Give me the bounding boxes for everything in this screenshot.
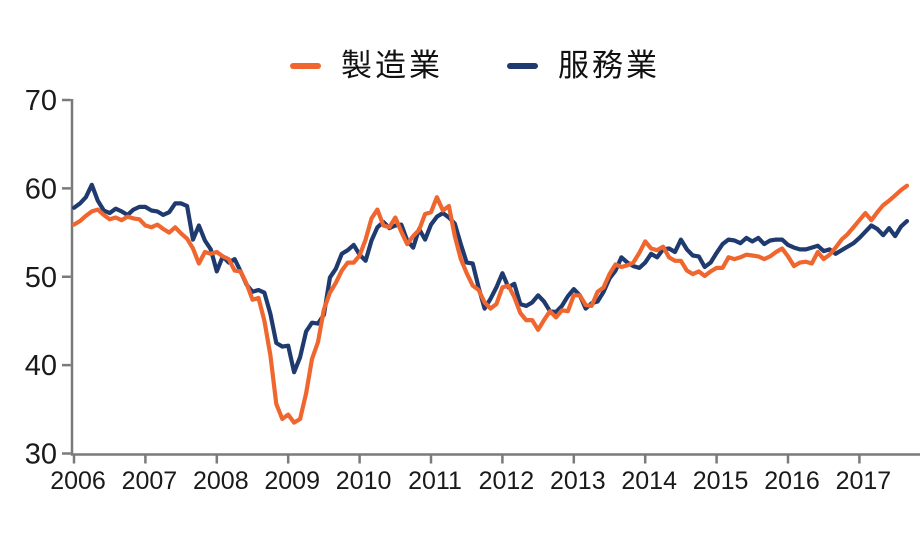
- x-axis-tick-label: 2014: [621, 467, 677, 495]
- manufacturing-legend-label: 製造業: [341, 48, 443, 83]
- x-axis-tick-label: 2007: [122, 467, 178, 495]
- chart-legend: 製造業 服務業: [0, 50, 920, 81]
- services-legend-label: 服務業: [558, 48, 660, 83]
- legend-item-manufacturing: 製造業: [290, 50, 443, 81]
- x-axis-tick-label: 2008: [193, 467, 249, 495]
- x-axis-tick-label: 2010: [336, 467, 392, 495]
- y-axis-tick-label: 50: [25, 262, 57, 294]
- x-axis-tick-label: 2016: [764, 467, 820, 495]
- y-axis-tick-label: 70: [25, 85, 57, 117]
- x-axis-tick-label: 2011: [408, 467, 462, 495]
- services-line: [71, 182, 910, 375]
- legend-item-services: 服務業: [507, 50, 660, 81]
- y-axis-tick-label: 40: [25, 350, 57, 382]
- services-line-swatch: [507, 62, 538, 69]
- x-axis-tick-label: 2012: [479, 467, 535, 495]
- x-axis-tick-label: 2017: [836, 467, 892, 495]
- manufacturing-line-swatch: [290, 62, 321, 69]
- manufacturing-line: [71, 183, 910, 425]
- x-axis-tick-label: 2009: [264, 467, 320, 495]
- x-axis-tick-label: 2013: [550, 467, 606, 495]
- y-axis-tick-label: 60: [25, 173, 57, 205]
- y-axis-tick-label: 30: [25, 439, 57, 471]
- x-axis-tick-label: 2006: [50, 467, 106, 495]
- x-axis-tick-label: 2015: [693, 467, 749, 495]
